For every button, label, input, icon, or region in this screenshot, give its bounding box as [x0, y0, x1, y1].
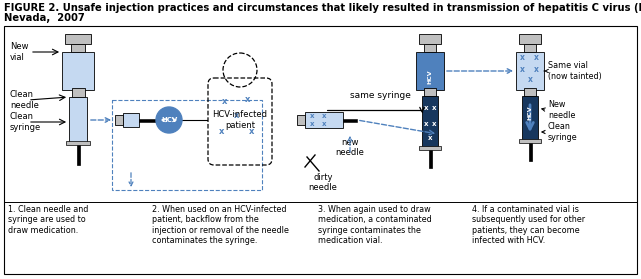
Text: HCV: HCV: [428, 70, 433, 84]
Bar: [519, 139, 541, 143]
Text: x: x: [520, 54, 524, 62]
Text: Clean
needle: Clean needle: [10, 90, 39, 110]
Text: HCV: HCV: [528, 105, 533, 120]
Bar: [419, 34, 441, 44]
Text: FIGURE 2. Unsafe injection practices and circumstances that likely resulted in t: FIGURE 2. Unsafe injection practices and…: [4, 3, 641, 13]
Bar: [72, 88, 85, 97]
Text: New
needle: New needle: [548, 100, 576, 120]
Text: x: x: [310, 121, 314, 127]
Bar: [424, 88, 436, 96]
Text: x: x: [322, 113, 326, 119]
Bar: [66, 141, 90, 145]
Bar: [422, 96, 438, 148]
Text: x: x: [533, 66, 538, 74]
Text: x: x: [222, 97, 228, 107]
Text: Same vial
(now tainted): Same vial (now tainted): [548, 61, 602, 81]
Bar: [516, 52, 544, 90]
Text: new
needle: new needle: [335, 138, 365, 157]
Text: same syringe: same syringe: [349, 91, 410, 100]
Text: x: x: [428, 135, 432, 141]
Text: 1. Clean needle and
syringe are used to
draw medication.: 1. Clean needle and syringe are used to …: [8, 205, 88, 235]
Text: x: x: [432, 105, 437, 111]
Bar: [524, 88, 536, 96]
Bar: [76, 143, 79, 165]
Bar: [424, 44, 436, 52]
Text: x: x: [520, 66, 524, 74]
Text: x: x: [219, 128, 225, 136]
Bar: [62, 52, 94, 90]
Bar: [139, 119, 157, 121]
Bar: [524, 44, 536, 52]
Text: HCV-infected
patient: HCV-infected patient: [213, 110, 267, 130]
Text: 3. When again used to draw
medication, a contaminated
syringe contaminates the
m: 3. When again used to draw medication, a…: [318, 205, 432, 245]
Text: Nevada,  2007: Nevada, 2007: [4, 13, 85, 23]
Text: x: x: [249, 128, 254, 136]
Text: Clean
syringe: Clean syringe: [10, 112, 41, 132]
Text: Clean
syringe: Clean syringe: [548, 122, 578, 142]
Bar: [428, 148, 431, 168]
Text: HCV: HCV: [161, 117, 177, 123]
Text: x: x: [528, 76, 533, 85]
Bar: [115, 115, 123, 125]
Text: x: x: [235, 110, 240, 119]
Text: x: x: [424, 121, 428, 127]
Text: x: x: [533, 54, 538, 62]
Text: 4. If a contaminated vial is
subsequently used for other
patients, they can beco: 4. If a contaminated vial is subsequentl…: [472, 205, 585, 245]
Circle shape: [156, 107, 182, 133]
Bar: [71, 44, 85, 52]
Text: x: x: [432, 121, 437, 127]
Text: dirty
needle: dirty needle: [308, 173, 337, 193]
Bar: [519, 34, 541, 44]
Text: x: x: [246, 95, 251, 104]
Bar: [297, 115, 305, 125]
Bar: [65, 34, 91, 44]
Bar: [343, 119, 357, 121]
Bar: [528, 141, 531, 161]
Bar: [69, 97, 87, 143]
Text: x: x: [424, 105, 428, 111]
Text: x: x: [322, 121, 326, 127]
Bar: [416, 52, 444, 90]
Text: New
vial: New vial: [10, 42, 28, 62]
Text: 2. When used on an HCV-infected
patient, backflow from the
injection or removal : 2. When used on an HCV-infected patient,…: [152, 205, 289, 245]
Bar: [305, 112, 343, 128]
Bar: [522, 96, 538, 141]
Text: x: x: [310, 113, 314, 119]
Bar: [419, 146, 441, 150]
Bar: [123, 113, 139, 127]
